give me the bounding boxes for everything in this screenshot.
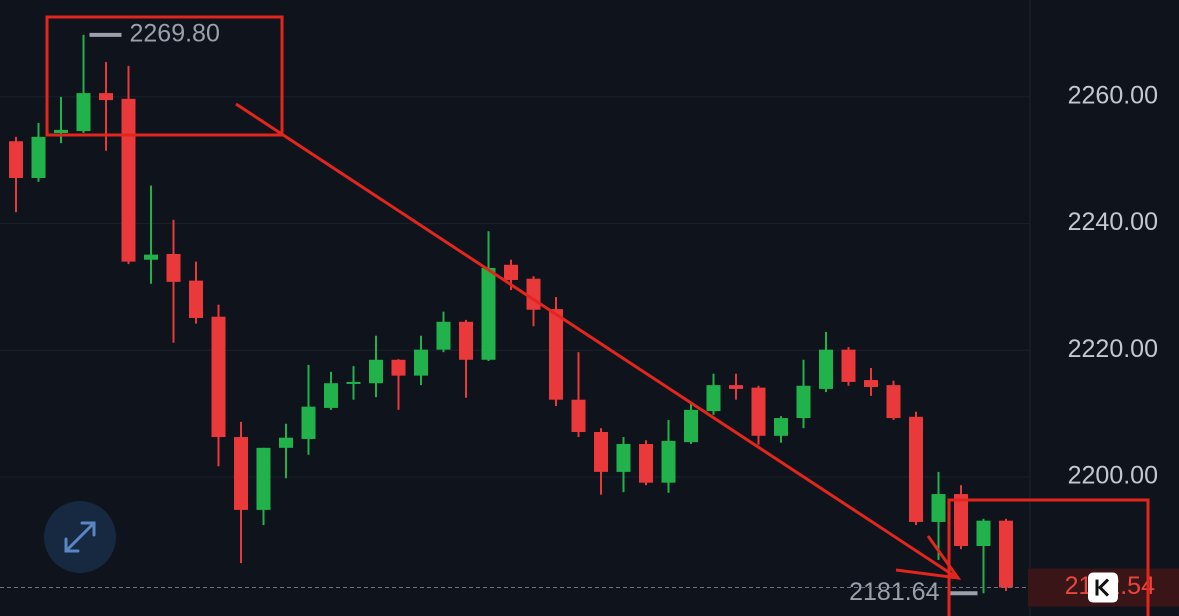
candle-body (571, 399, 586, 432)
candle-body (166, 254, 181, 282)
candles (9, 34, 1013, 594)
candle-body (279, 437, 293, 448)
candle-body (414, 349, 428, 376)
candle-body (436, 321, 451, 350)
candle-body (864, 380, 878, 388)
trend-arrow (235, 102, 957, 579)
labels: 2200.00 2220.00 2240.00 2260.00 2269.80 2181.… (0, 19, 1179, 607)
candle-body (9, 141, 23, 178)
y-tick-label: 2260.00 (1068, 82, 1158, 110)
candle-body (616, 444, 631, 472)
candle-body (369, 359, 383, 384)
candle-body (684, 409, 698, 443)
candle-body (639, 444, 653, 483)
candle-body (234, 437, 248, 510)
expand-icon[interactable] (64, 521, 96, 553)
highlight-box (947, 498, 1150, 616)
candle-body (774, 418, 788, 436)
candle-body (31, 136, 46, 178)
candle-body (729, 385, 743, 389)
candle-body (189, 280, 203, 318)
candle-body (751, 387, 766, 436)
candle-body (661, 440, 676, 483)
expand-button[interactable] (44, 501, 116, 573)
back-to-latest-bg[interactable] (1088, 572, 1118, 603)
arrow-head (895, 535, 962, 580)
y-tick-label: 2240.00 (1068, 208, 1158, 236)
grid (0, 96, 1030, 478)
candle-body (301, 406, 316, 439)
back-to-latest-icon[interactable] (1097, 578, 1110, 597)
candle-body (976, 520, 991, 547)
candle-body (99, 93, 113, 101)
candle-body (211, 316, 226, 438)
min-marker-label: 2181.64 (849, 578, 939, 606)
candle-body (459, 321, 473, 360)
candle-body (526, 278, 541, 310)
highlight-box (45, 15, 284, 137)
candle-body (819, 349, 833, 389)
candle-body (931, 494, 946, 522)
candle-body (121, 98, 136, 262)
candle-body (481, 267, 496, 360)
candle-body (54, 129, 68, 134)
candle-body (841, 349, 856, 382)
candle-body (256, 447, 271, 510)
y-tick-label: 2220.00 (1068, 335, 1158, 363)
candle-body (346, 381, 361, 384)
candle-body (706, 385, 721, 412)
max-marker-label: 2269.80 (130, 19, 220, 47)
candle-body (594, 431, 608, 472)
candle-body (144, 254, 158, 260)
candle-body (76, 93, 91, 132)
candle-body (796, 385, 811, 419)
candle-body (886, 385, 901, 419)
candle-body (504, 264, 518, 280)
candle-body (999, 520, 1013, 588)
back-to-latest-button[interactable] (1088, 572, 1118, 603)
candle-body (391, 359, 406, 376)
candle-body (324, 383, 338, 408)
annotations (45, 15, 1150, 616)
candle-body (954, 494, 968, 547)
candle-body (909, 416, 923, 522)
y-tick-label: 2200.00 (1068, 462, 1158, 490)
candle-body (549, 309, 563, 400)
